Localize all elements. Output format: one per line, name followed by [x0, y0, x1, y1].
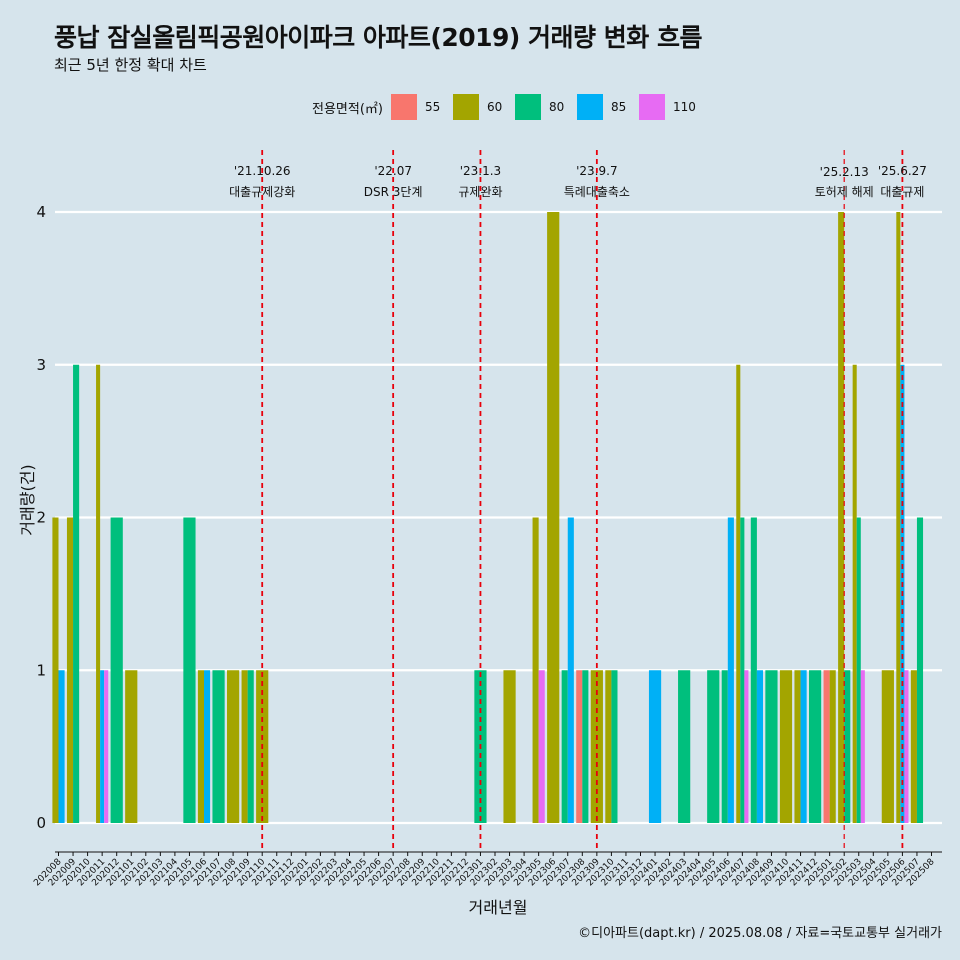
bar-202106-60: [197, 670, 204, 823]
bar-202303-60: [503, 670, 516, 823]
legend-title: 전용면적(㎡): [312, 101, 383, 117]
bar-202106-85: [204, 670, 211, 823]
bar-202008-60: [52, 517, 59, 823]
bar-202407-80: [740, 517, 745, 823]
legend-label-55: 55: [424, 100, 441, 114]
legend-swatch-85: [576, 94, 603, 120]
bar-202502-80: [844, 670, 851, 823]
bar-202009-80: [73, 364, 80, 823]
y-tick-label-0: 0: [36, 814, 46, 832]
y-tick-label-1: 1: [36, 661, 46, 679]
bar-202403-80: [678, 670, 691, 823]
y-tick-label-4: 4: [36, 203, 46, 221]
bar-202411-85: [800, 670, 807, 823]
y-axis-title: 거래량(건): [18, 464, 37, 535]
bar-202008-85: [58, 670, 65, 823]
chart-title: 풍납 잠실올림픽공원아이파크 아파트(2019) 거래량 변화 흐름: [54, 23, 702, 52]
legend-swatch-110: [638, 94, 665, 120]
bar-202011-85: [100, 670, 105, 823]
legend-item-110: 110: [638, 94, 696, 120]
bar-202308-55: [576, 670, 583, 823]
bar-202109-60: [241, 670, 248, 823]
bar-202406-80: [721, 670, 728, 823]
event-desc-0: 대출규제강화: [229, 185, 295, 199]
bar-202408-85: [756, 670, 763, 823]
bar-202101-60: [125, 670, 138, 823]
legend-item-85: 85: [576, 94, 633, 120]
bar-202109-80: [247, 670, 254, 823]
legend: 전용면적(㎡) 55 60 80 85 110: [312, 94, 702, 120]
legend-label-85: 85: [610, 100, 627, 114]
bar-202501-55: [823, 670, 830, 823]
bar-202407-110: [744, 670, 749, 823]
y-tick-label-2: 2: [36, 509, 46, 527]
bar-202310-80: [611, 670, 618, 823]
bar-202506-60: [896, 212, 901, 823]
bar-202406-85: [727, 517, 734, 823]
bar-202306-60: [547, 212, 560, 823]
event-desc-3: 특례대출축소: [564, 185, 630, 199]
legend-item-60: 60: [452, 94, 509, 120]
bar-202503-60: [852, 364, 857, 823]
bar-202012-80: [110, 517, 123, 823]
bar-202305-60: [532, 517, 539, 823]
bar-202506-110: [904, 670, 909, 823]
bar-202502-60: [838, 212, 845, 823]
bar-202011-110: [104, 670, 109, 823]
bar-202507-80: [916, 517, 924, 823]
bar-202310-60: [605, 670, 612, 823]
event-date-5: '25.6.27: [878, 164, 927, 178]
bar-202412-80: [809, 670, 822, 823]
bar-202107-80: [212, 670, 225, 823]
event-desc-1: DSR 3단계: [364, 185, 423, 199]
event-date-2: '23.1.3: [460, 164, 501, 178]
legend-label-60: 60: [486, 100, 503, 114]
bar-202409-80: [765, 670, 778, 823]
bar-202410-60: [779, 670, 793, 823]
bar-202308-80: [582, 670, 589, 823]
bar-202505-60: [881, 670, 894, 823]
bar-202307-85: [567, 517, 574, 823]
event-desc-5: 대출규제: [880, 185, 924, 199]
bar-202401-85: [648, 670, 662, 823]
legend-label-110: 110: [672, 100, 696, 114]
chart-subtitle: 최근 5년 한정 확대 차트: [54, 56, 207, 74]
bar-202411-60: [794, 670, 801, 823]
y-axis: 0 1 2 3 4: [36, 203, 46, 832]
bar-202407-60: [736, 364, 741, 823]
legend-swatch-80: [514, 94, 541, 120]
event-date-4: '25.2.13: [820, 165, 869, 179]
legend-item-55: 55: [390, 94, 447, 120]
bar-202503-80: [856, 517, 861, 823]
event-desc-2: 규제완화: [458, 185, 502, 199]
bar-202011-60: [96, 364, 101, 823]
source-caption: ©디아파트(dapt.kr) / 2025.08.08 / 자료=국토교통부 실…: [578, 926, 942, 941]
legend-swatch-55: [390, 94, 417, 120]
bar-202009-60: [66, 517, 74, 823]
x-axis: 2020082020092020102020112020122021012021…: [32, 851, 942, 888]
bar-202408-80: [750, 517, 757, 823]
legend-swatch-60: [452, 94, 479, 120]
bar-202305-110: [538, 670, 545, 823]
event-date-0: '21.10.26: [234, 164, 291, 178]
bar-202503-110: [860, 670, 865, 823]
event-desc-4: 토허제 해제: [815, 185, 874, 199]
legend-label-80: 80: [548, 100, 565, 114]
bar-202507-60: [910, 670, 917, 823]
x-axis-title: 거래년월: [469, 898, 528, 917]
bar-202307-80: [561, 670, 568, 823]
bar-202501-60: [829, 670, 836, 823]
y-tick-label-3: 3: [36, 356, 46, 374]
bar-202108-60: [227, 670, 240, 823]
bar-202105-80: [183, 517, 196, 823]
event-date-3: '23.9.7: [576, 164, 617, 178]
bar-202405-80: [707, 670, 720, 823]
legend-item-80: 80: [514, 94, 571, 120]
event-date-1: '22.07: [374, 164, 412, 178]
event-lines: '21.10.26 대출규제강화 '22.07 DSR 3단계 '23.1.3 규제완화 '…: [229, 150, 927, 851]
